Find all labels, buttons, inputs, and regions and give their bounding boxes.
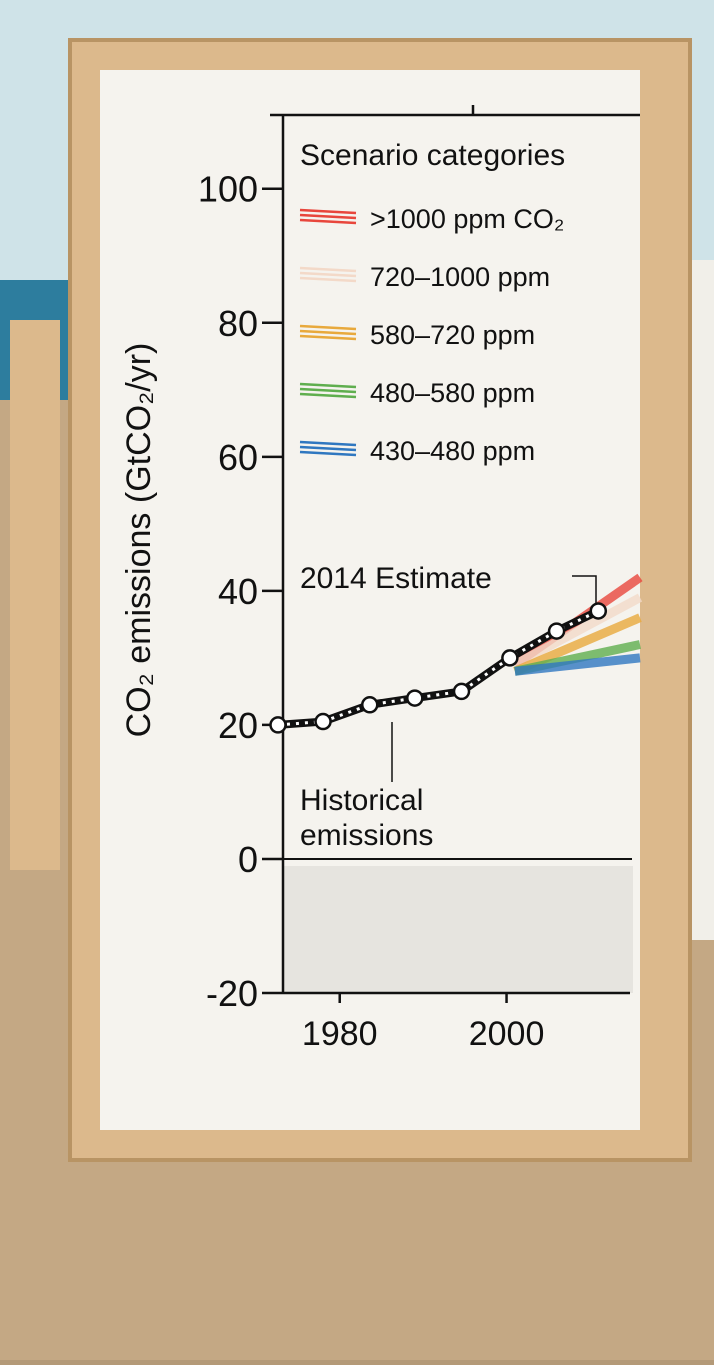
annotation: emissions bbox=[300, 819, 433, 852]
data-point bbox=[549, 624, 564, 639]
y-tick-label: 20 bbox=[218, 705, 258, 746]
x-tick-label: 1980 bbox=[302, 1015, 378, 1053]
y-tick-label: 80 bbox=[218, 303, 258, 344]
legend-label: 720–1000 ppm bbox=[370, 262, 550, 292]
x-tick-label: 2000 bbox=[469, 1015, 545, 1053]
y-tick-label: 40 bbox=[218, 571, 258, 612]
legend-label: 430–480 ppm bbox=[370, 436, 535, 466]
annotation: Historical bbox=[300, 784, 423, 817]
legend-title: Scenario categories bbox=[300, 139, 565, 172]
data-point bbox=[316, 714, 331, 729]
data-point bbox=[407, 691, 422, 706]
photo: CO₂ emissions (GtCO₂/yr) Scenario catego… bbox=[0, 0, 714, 1360]
legend-label: 480–580 ppm bbox=[370, 378, 535, 408]
annotation: 2014 Estimate bbox=[300, 562, 492, 595]
data-point bbox=[362, 697, 377, 712]
page: CO₂ emissions (GtCO₂/yr) Scenario catego… bbox=[0, 0, 714, 1365]
data-point bbox=[454, 684, 469, 699]
side-panel bbox=[10, 320, 60, 870]
y-tick-label: 60 bbox=[218, 437, 258, 478]
negative-area bbox=[283, 866, 633, 993]
legend-label: 580–720 ppm bbox=[370, 320, 535, 350]
legend-label: >1000 ppm CO₂ bbox=[370, 204, 564, 234]
y-tick-label: -20 bbox=[206, 973, 258, 1014]
data-point bbox=[502, 650, 517, 665]
y-tick-label: 100 bbox=[198, 169, 258, 210]
data-point bbox=[271, 717, 286, 732]
y-axis-label: CO₂ emissions (GtCO₂/yr) bbox=[120, 343, 158, 738]
y-tick-label: 0 bbox=[238, 839, 258, 880]
data-point bbox=[591, 603, 606, 618]
